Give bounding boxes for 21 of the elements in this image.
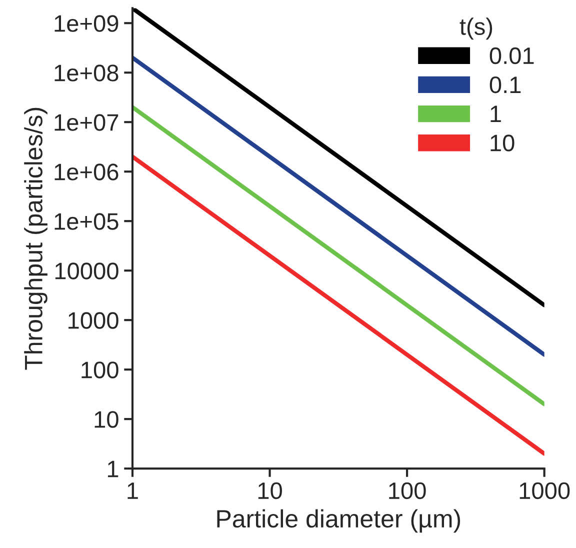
y-tick-label: 1e+07 [54,114,118,131]
y-tick-label: 100 [82,362,118,378]
legend-title: t(s) [460,18,492,40]
x-tick-label: 1 [128,482,138,499]
y-tick-label: 1e+06 [54,164,118,180]
x-tick-label: 10 [258,482,282,500]
legend-label: 0.1 [490,76,521,94]
legend-label: 1 [490,106,501,122]
y-tick-label: 1e+09 [54,15,118,32]
y-tick-label: 10000 [55,262,118,280]
y-tick-label: 1 [108,460,118,478]
legend-label: 10 [490,134,514,152]
y-tick-label: 1e+08 [54,64,118,82]
y-tick-label: 10 [94,411,118,428]
x-axis-title: Particle diameter (µm) [217,509,460,533]
y-tick-label: 1e+05 [54,213,118,230]
x-tick-label: 1000 [520,482,570,500]
legend-label: 0.01 [490,47,534,64]
y-axis-title: Throughput (particles/s) [24,108,48,370]
y-tick-label: 1000 [68,312,118,329]
x-tick-label: 100 [389,482,426,500]
